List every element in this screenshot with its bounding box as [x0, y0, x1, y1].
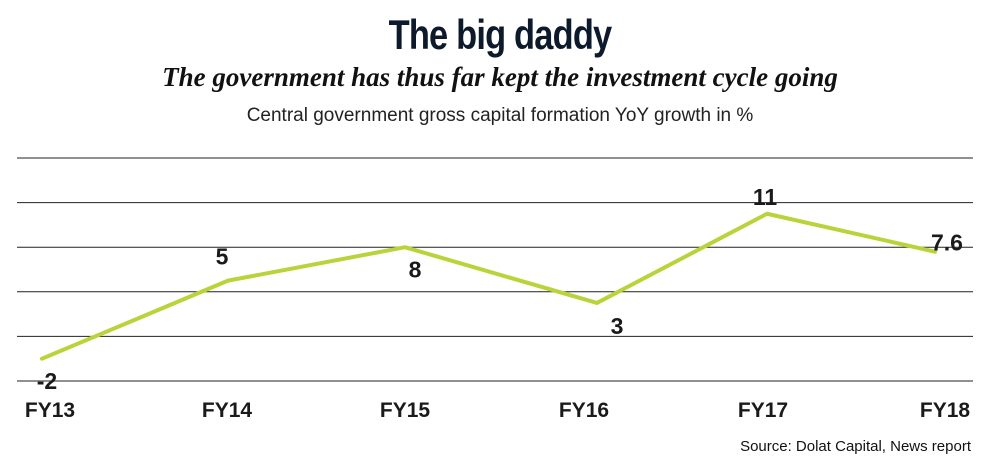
series-line — [40, 211, 937, 361]
data-labels: -2 5 8 3 11 7.6 — [37, 184, 963, 394]
source-note: Source: Dolat Capital, News report — [740, 438, 971, 455]
x-tick-label: FY17 — [738, 399, 788, 422]
x-tick-label: FY13 — [25, 399, 75, 422]
data-label: 5 — [216, 244, 229, 270]
data-label: 7.6 — [931, 230, 963, 256]
x-axis-ticks: FY13 FY14 FY15 FY16 FY17 FY18 — [25, 399, 971, 422]
data-label: 11 — [753, 184, 778, 210]
gridlines — [17, 157, 973, 382]
data-label: 8 — [409, 256, 422, 282]
data-label: 3 — [611, 313, 624, 339]
chart-caption: Central government gross capital formati… — [246, 105, 754, 126]
data-label: -2 — [37, 368, 57, 394]
chart-subtitle: The government has thus far kept the inv… — [162, 62, 838, 92]
x-tick-label: FY15 — [380, 399, 431, 422]
chart-title: The big daddy — [388, 11, 613, 58]
x-tick-label: FY18 — [920, 399, 971, 422]
x-tick-label: FY16 — [559, 399, 609, 422]
x-tick-label: FY14 — [202, 399, 253, 422]
series-layer — [40, 211, 937, 361]
